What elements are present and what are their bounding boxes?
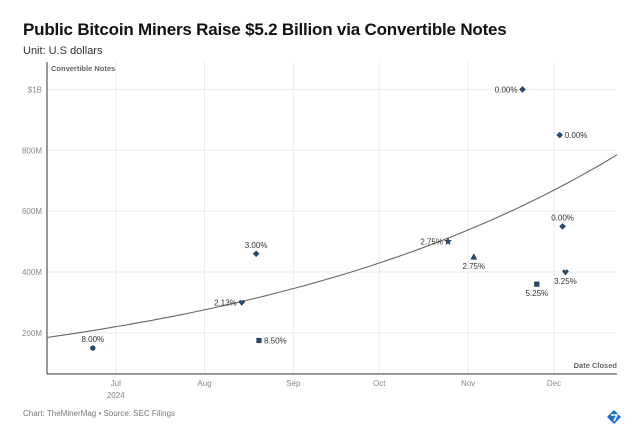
data-point-diamond <box>519 86 526 93</box>
data-point-diamond <box>252 250 260 258</box>
y-axis-title: Convertible Notes <box>51 64 115 73</box>
data-point-diamond <box>559 223 566 230</box>
x-tick-label: Dec <box>547 379 561 388</box>
x-tick-label: Aug <box>197 379 211 388</box>
y-tick-label: $1B <box>28 85 42 94</box>
logo-icon <box>607 410 621 424</box>
chart-subtitle: Unit: U.S dollars <box>23 45 103 57</box>
data-point-circle <box>90 345 96 351</box>
trendline <box>46 154 618 339</box>
data-point-star <box>443 237 453 246</box>
data-label: 2.13% <box>214 298 237 307</box>
data-point-diamond <box>556 131 564 139</box>
x-axis-title: Date Closed <box>574 361 618 370</box>
data-label: 8.00% <box>81 335 104 344</box>
data-label: 2.75% <box>462 262 485 271</box>
x-tick-label: Jul <box>111 379 121 388</box>
chart-title: Public Bitcoin Miners Raise $5.2 Billion… <box>23 20 507 39</box>
x-tick-label: Nov <box>461 379 475 388</box>
data-label: 2.75% <box>420 238 443 247</box>
data-label: 0.00% <box>551 213 574 222</box>
y-tick-label: 800M <box>22 146 42 155</box>
data-label: 5.25% <box>525 289 548 298</box>
data-point-heart <box>562 269 569 276</box>
data-point-triangle <box>470 253 478 260</box>
y-tick-label: 600M <box>22 207 42 216</box>
x-tick-label: Sep <box>286 379 301 388</box>
y-tick-label: 400M <box>22 268 42 277</box>
data-point-square <box>256 337 262 344</box>
data-point-square <box>534 281 540 287</box>
data-label: 8.50% <box>264 337 287 346</box>
x-tick-label: Oct <box>373 379 386 388</box>
data-point-heart <box>238 299 246 306</box>
data-label: 3.00% <box>245 241 268 250</box>
data-label: 0.00% <box>495 85 518 94</box>
data-label: 0.00% <box>565 131 588 140</box>
data-label: 3.25% <box>554 277 577 286</box>
y-tick-label: 200M <box>22 329 42 338</box>
chart-credit: Chart: TheMinerMag • Source: SEC Filings <box>23 409 176 418</box>
x-tick-sublabel: 2024 <box>107 391 125 400</box>
